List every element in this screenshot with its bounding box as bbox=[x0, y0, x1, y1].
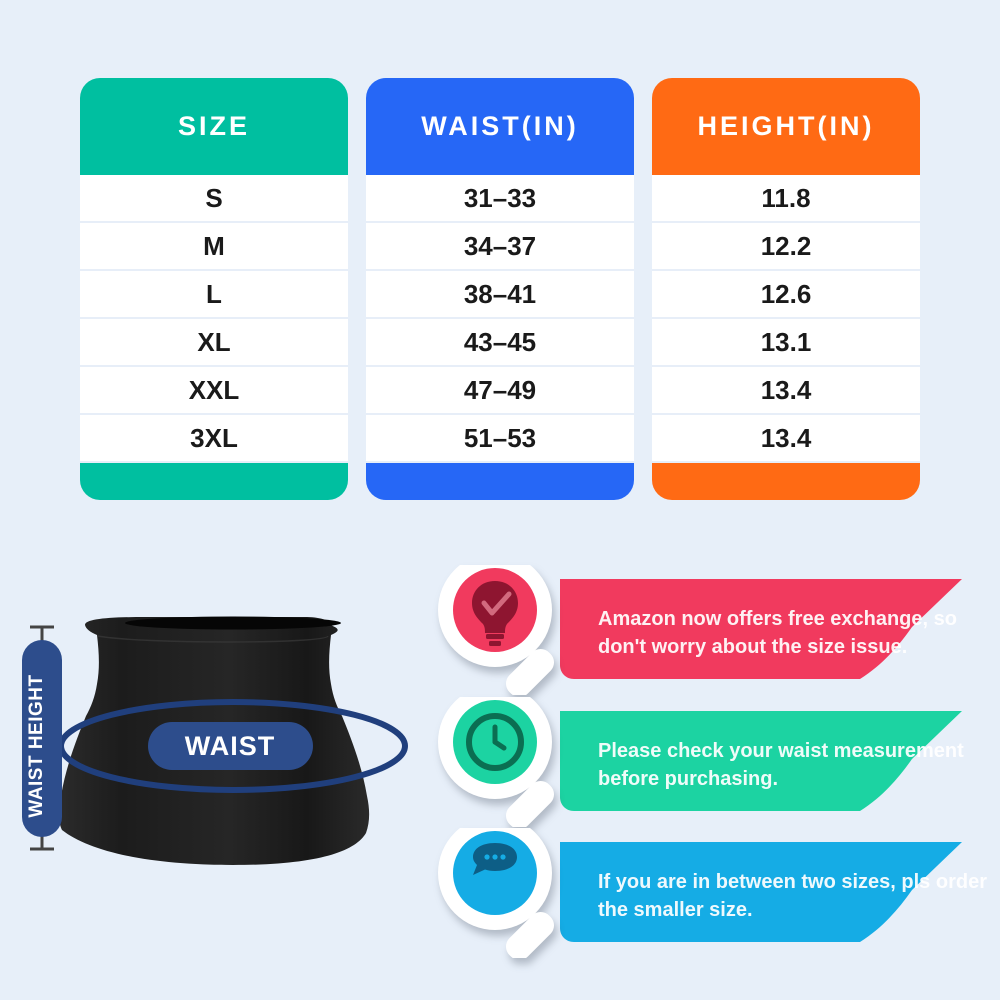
svg-text:WAIST HEIGHT: WAIST HEIGHT bbox=[26, 674, 47, 817]
svg-text:WAIST: WAIST bbox=[185, 731, 276, 761]
